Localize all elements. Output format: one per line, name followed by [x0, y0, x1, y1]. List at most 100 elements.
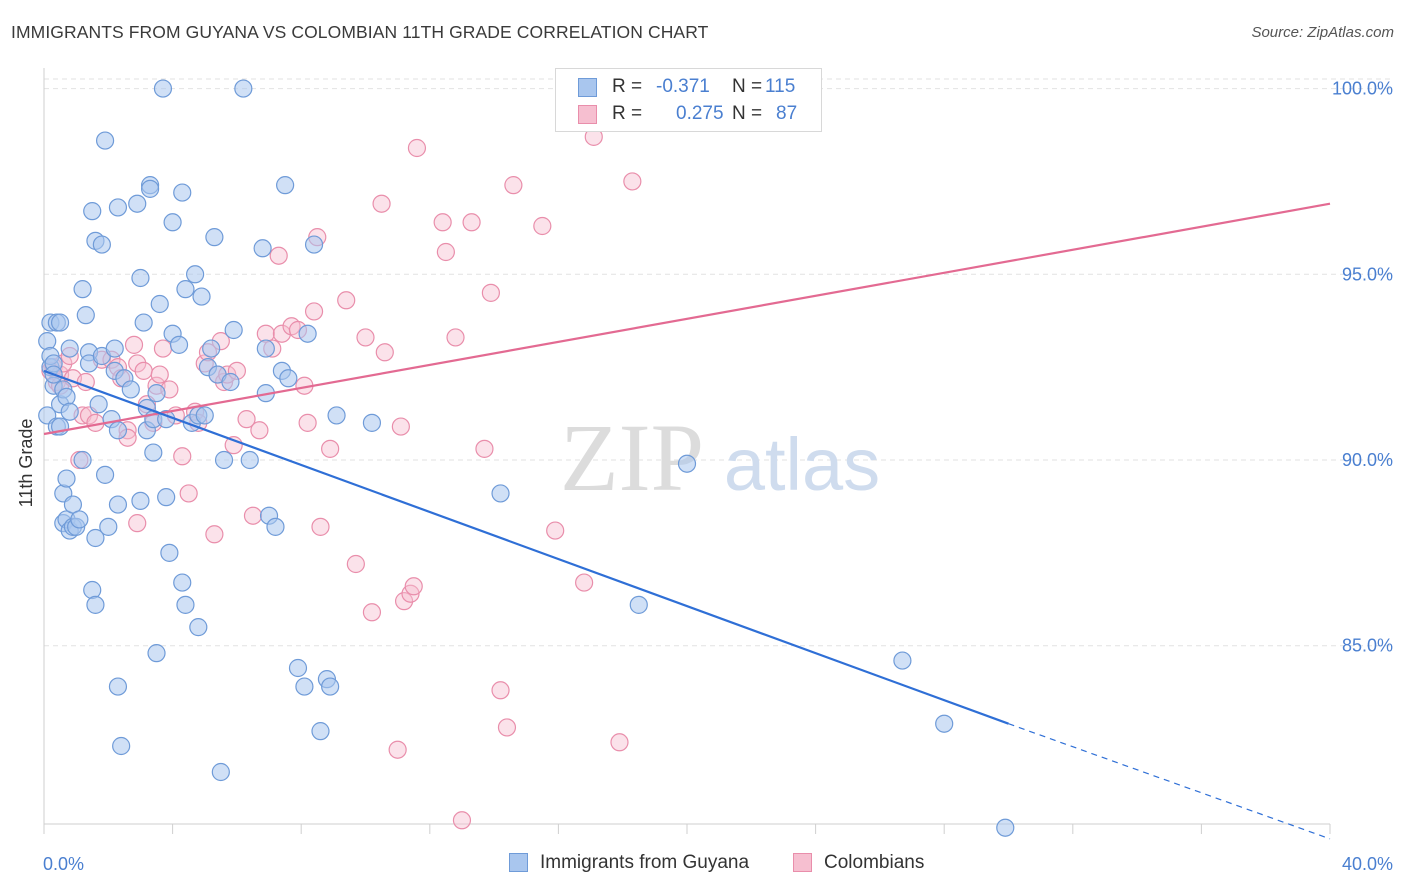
- colombian-point: [179, 484, 198, 503]
- guyana-point: [95, 465, 115, 484]
- guyana-point: [192, 287, 211, 306]
- guyana-point: [108, 495, 128, 514]
- guyana-point: [211, 762, 230, 782]
- guyana-point: [311, 722, 330, 741]
- watermark-atlas: atlas: [724, 423, 880, 506]
- guyana-point: [92, 235, 111, 254]
- colombian-point: [243, 506, 263, 525]
- guyana-point: [173, 183, 192, 202]
- guyana-point: [128, 194, 147, 213]
- legend-r-value: -0.371: [656, 76, 710, 97]
- guyana-points: [38, 79, 1015, 837]
- guyana-point: [295, 677, 314, 696]
- guyana-point: [195, 406, 214, 425]
- colombian-point: [356, 328, 375, 347]
- guyana-point: [105, 339, 124, 358]
- bottom-legend-label-guyana: Immigrants from Guyana: [540, 852, 750, 873]
- colombian-point: [128, 514, 147, 533]
- colombian-point: [446, 328, 465, 347]
- watermark-zip: ZIP: [560, 404, 704, 511]
- guyana-point: [176, 595, 195, 614]
- guyana-point: [491, 484, 510, 503]
- colombian-point: [481, 283, 500, 302]
- guyana-point: [629, 595, 648, 614]
- source-credit: Source: ZipAtlas.com: [1251, 24, 1394, 41]
- guyana-point: [234, 79, 253, 98]
- colombian-point: [321, 439, 340, 458]
- guyana-point: [108, 198, 128, 217]
- guyana-point: [108, 421, 128, 440]
- guyana-point: [131, 268, 150, 288]
- guyana-point: [112, 736, 131, 756]
- guyana-point: [83, 202, 102, 221]
- y-tick-label: 95.0%: [1342, 264, 1393, 284]
- x-tick-label-max: 40.0%: [1342, 854, 1393, 874]
- legend-swatch-guyana: [578, 78, 597, 97]
- y-tick-label: 100.0%: [1332, 79, 1393, 99]
- guyana-point: [60, 339, 79, 358]
- axes: 85.0% 90.0% 95.0% 100.0%: [43, 68, 1393, 834]
- guyana-point: [240, 450, 259, 470]
- colombian-point: [269, 246, 288, 265]
- guyana-point: [140, 179, 160, 198]
- guyana-point: [60, 402, 79, 421]
- legend-r-label: R =: [612, 103, 643, 124]
- guyana-point: [996, 818, 1015, 837]
- guyana-point: [144, 443, 163, 462]
- colombian-point: [475, 439, 494, 458]
- legend-n-value: 87: [776, 103, 798, 124]
- colombian-point: [304, 302, 324, 321]
- guyana-point: [83, 580, 102, 600]
- colombian-point: [298, 413, 317, 432]
- guyana-point: [221, 372, 240, 392]
- x-tick-label-min: 0.0%: [43, 854, 84, 874]
- guyana-trend-extension: [1008, 723, 1331, 840]
- colombian-point: [391, 417, 410, 436]
- colombian-point: [372, 194, 391, 213]
- guyana-point: [276, 176, 295, 195]
- colombian-point: [375, 343, 394, 362]
- guyana-point: [73, 280, 92, 299]
- guyana-point: [893, 651, 912, 670]
- guyana-point: [288, 658, 308, 678]
- chart-title: IMMIGRANTS FROM GUYANA VS COLOMBIAN 11TH…: [11, 22, 709, 42]
- guyana-point: [298, 324, 317, 343]
- guyana-point: [362, 413, 382, 432]
- guyana-point: [935, 714, 954, 733]
- colombian-point: [153, 339, 173, 358]
- bottom-legend-label-colombians: Colombians: [824, 852, 925, 873]
- watermark: ZIP atlas: [560, 404, 880, 511]
- guyana-trend-line: [43, 369, 1009, 725]
- colombian-point: [433, 213, 452, 232]
- colombian-point: [491, 681, 510, 700]
- colombian-point: [250, 421, 269, 440]
- colombian-point: [237, 410, 256, 429]
- guyana-point: [160, 543, 179, 562]
- guyana-point: [108, 677, 128, 696]
- bottom-legend-swatch-colombians: [793, 853, 812, 872]
- colombian-point: [150, 365, 169, 384]
- colombian-point: [124, 335, 144, 354]
- colombian-point: [462, 213, 481, 232]
- colombian-point: [346, 554, 365, 574]
- guyana-point: [256, 339, 275, 358]
- guyana-point: [76, 306, 95, 325]
- guyana-point: [186, 265, 205, 284]
- guyana-point: [677, 454, 697, 473]
- guyana-point: [266, 517, 285, 536]
- correlation-legend: R = -0.371 N = 115 R = 0.275 N = 87: [555, 68, 822, 132]
- colombian-point: [388, 740, 407, 759]
- guyana-point: [86, 595, 105, 614]
- trend-lines: [43, 202, 1331, 840]
- y-tick-label: 90.0%: [1342, 450, 1393, 470]
- colombian-point: [546, 521, 565, 540]
- guyana-point: [147, 384, 166, 403]
- guyana-point: [176, 280, 195, 299]
- guyana-point: [121, 380, 140, 399]
- guyana-point: [131, 491, 150, 510]
- colombian-point: [311, 517, 330, 536]
- y-axis-label: 11th Grade: [16, 419, 36, 508]
- guyana-point: [150, 294, 169, 314]
- guyana-point: [327, 406, 346, 425]
